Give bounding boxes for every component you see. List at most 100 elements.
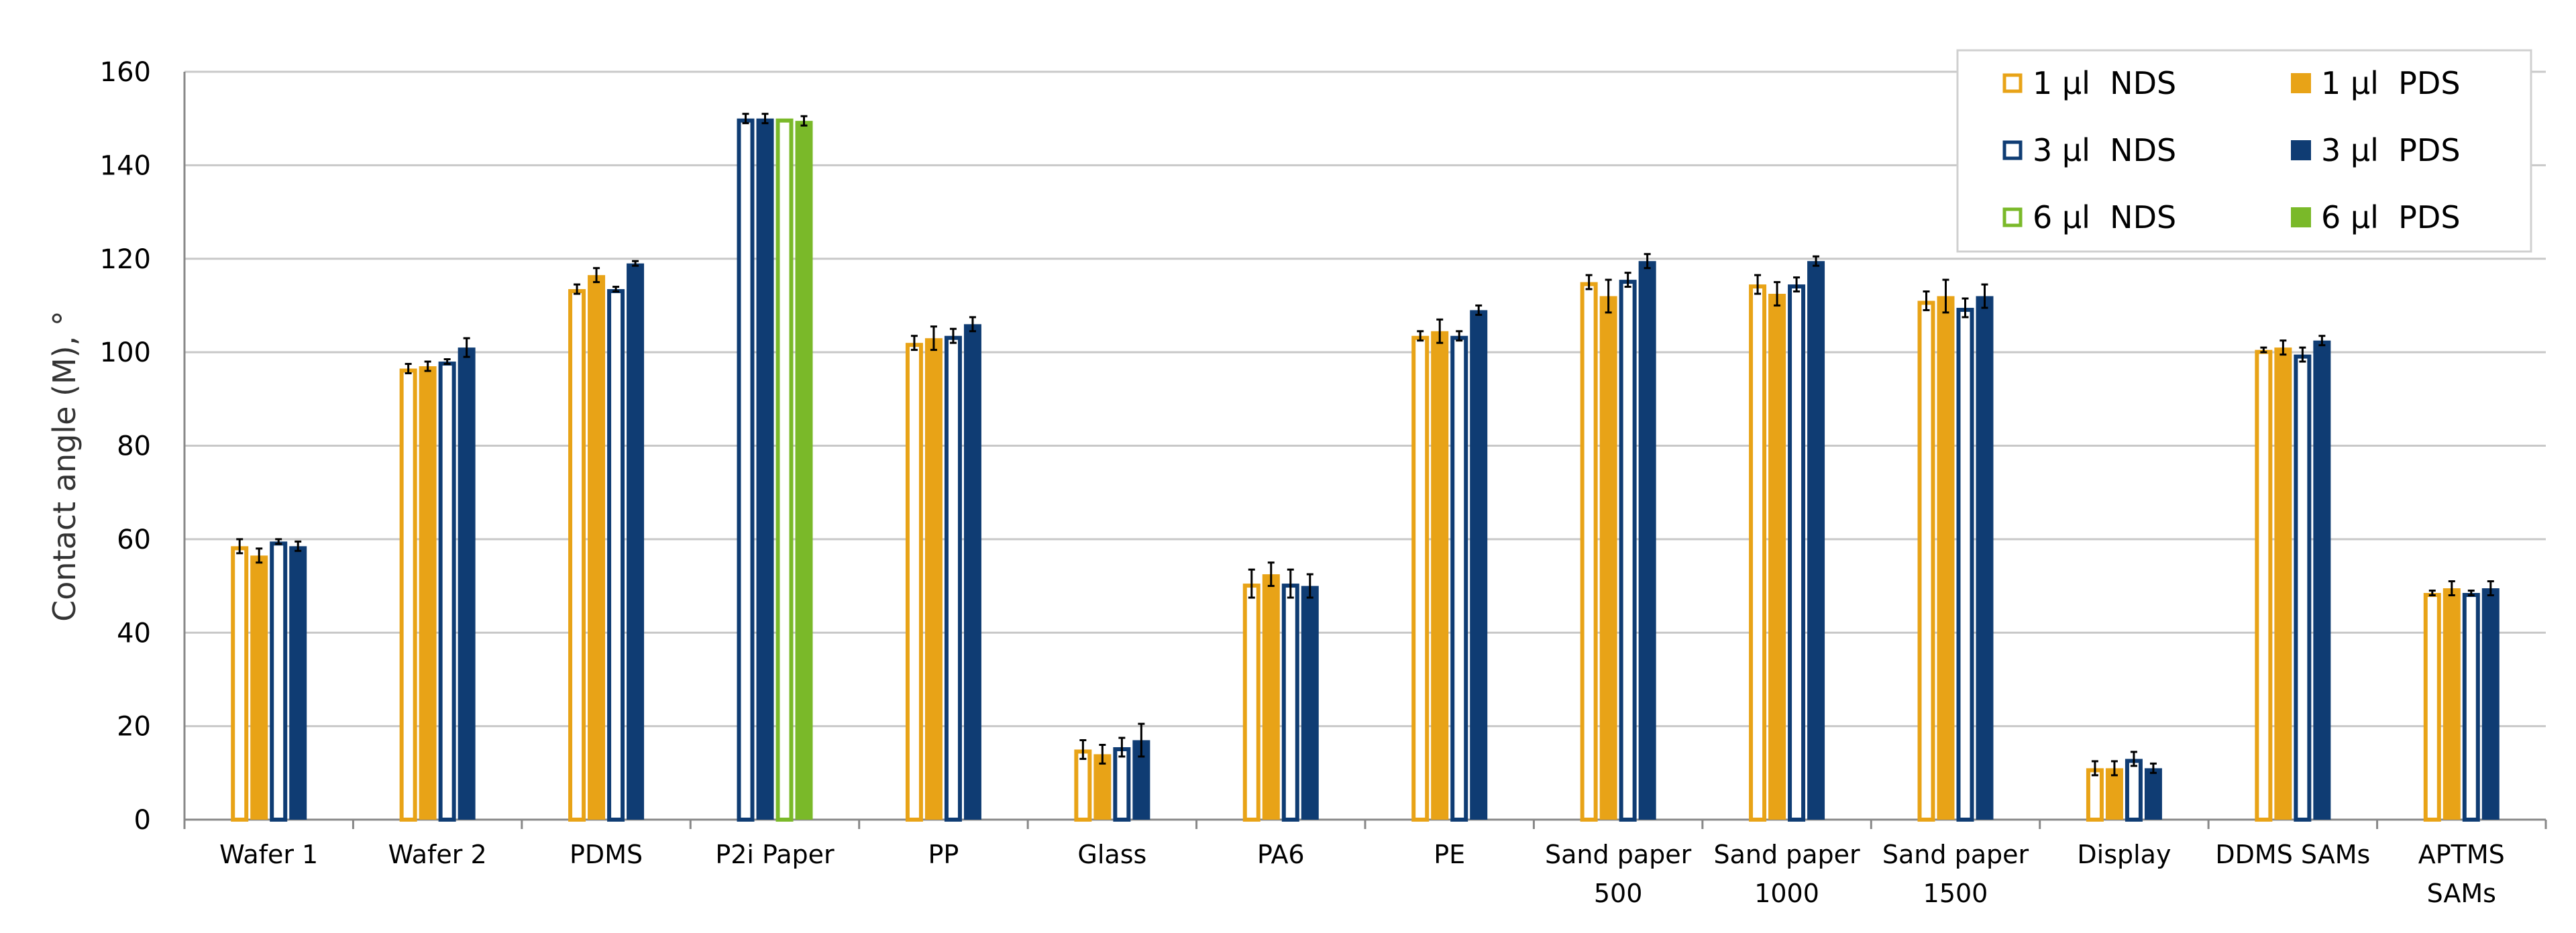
bar	[1431, 331, 1449, 820]
bar	[756, 118, 774, 820]
bar	[924, 338, 943, 820]
legend-swatch	[2002, 73, 2023, 93]
legend-label: 3 µl PDS	[2321, 132, 2461, 168]
bar	[568, 289, 586, 822]
legend-label: 1 µl NDS	[2033, 65, 2176, 101]
y-tick-label: 140	[100, 150, 151, 181]
x-tick-label: Wafer 2	[388, 840, 487, 869]
bar	[2274, 347, 2292, 820]
y-tick-label: 120	[100, 244, 151, 275]
y-tick-label: 0	[134, 805, 151, 836]
bar	[2481, 588, 2500, 820]
bar	[1956, 307, 1974, 822]
bar	[250, 555, 268, 820]
x-tick-label: PP	[928, 840, 959, 869]
bar	[2443, 588, 2461, 820]
x-tick-label: Sand paper	[1545, 840, 1692, 869]
y-tick-label: 160	[100, 57, 151, 88]
bar	[1450, 335, 1468, 822]
legend: 1 µl NDS 1 µl PDS 3 µl NDS 3 µl PDS 6 µl NDS…	[1956, 49, 2532, 253]
bar	[607, 289, 625, 822]
x-tick-labels: Wafer 1 Wafer 2 PDMS P2i Paper PP Glass PA6 PE S…	[219, 840, 2505, 908]
legend-swatch	[2291, 140, 2311, 160]
bar	[1580, 282, 1598, 822]
x-tick-label: Glass	[1077, 840, 1146, 869]
legend-label: 1 µl PDS	[2321, 65, 2461, 101]
x-tick-label: Sand paper	[1882, 840, 2029, 869]
x-tick-label: PE	[1434, 840, 1465, 869]
bar	[775, 118, 794, 822]
bar	[2086, 768, 2104, 822]
bar	[2423, 593, 2441, 822]
legend-box	[1956, 49, 2532, 253]
bar	[1788, 284, 1806, 822]
legend-label: 6 µl PDS	[2321, 199, 2461, 235]
bar	[419, 366, 437, 820]
bar	[2125, 759, 2143, 822]
legend-swatch	[2291, 73, 2311, 93]
y-tick-label: 60	[117, 525, 151, 555]
bar	[905, 343, 923, 822]
bar	[2294, 354, 2312, 822]
x-tick-label: PDMS	[570, 840, 643, 869]
bar	[1599, 296, 1617, 820]
y-tick-label: 20	[117, 712, 151, 743]
bar	[795, 121, 813, 820]
bar	[963, 324, 981, 820]
bar	[2105, 768, 2123, 820]
x-tick-label: 1000	[1754, 879, 1819, 908]
x-tick-label: Display	[2077, 840, 2171, 869]
bar	[1807, 261, 1825, 820]
x-tick-label: Wafer 1	[219, 840, 318, 869]
x-tick-label: SAMs	[2427, 879, 2496, 908]
y-tick-labels: 0 20 40 60 80 100 120 140 160	[100, 57, 151, 836]
y-tick-label: 100	[100, 337, 151, 368]
bar	[1242, 584, 1260, 822]
bar	[944, 335, 962, 822]
bar	[1619, 280, 1637, 822]
bar	[1262, 574, 1280, 820]
bar	[289, 546, 307, 820]
bar	[1917, 300, 1935, 822]
bar	[399, 368, 417, 822]
legend-swatch	[2002, 140, 2023, 160]
y-tick-label: 80	[117, 431, 151, 462]
x-tick-label: P2i Paper	[715, 840, 835, 869]
bar	[1301, 586, 1319, 820]
x-tick-label: 1500	[1923, 879, 1988, 908]
x-tick-label: APTMS	[2418, 840, 2505, 869]
bar	[2255, 349, 2273, 822]
y-axis-label: Contact angle (M), °	[46, 311, 83, 622]
legend-swatch	[2002, 207, 2023, 227]
bar	[1768, 294, 1786, 820]
legend-swatch	[2291, 207, 2311, 227]
bar	[1074, 749, 1092, 822]
bar	[1113, 747, 1131, 822]
bar	[588, 275, 606, 820]
legend-label: 3 µl NDS	[2033, 132, 2176, 168]
x-tick-label: PA6	[1257, 840, 1305, 869]
bar	[1093, 754, 1112, 820]
bar	[737, 118, 755, 822]
bar	[458, 347, 476, 820]
bar	[1281, 584, 1299, 822]
bar	[1937, 296, 1955, 820]
bar	[627, 263, 645, 820]
bar	[1638, 261, 1656, 820]
bar	[1976, 296, 1994, 820]
bar	[1411, 335, 1430, 822]
bar	[2144, 768, 2162, 820]
legend-label: 6 µl NDS	[2033, 199, 2176, 235]
bar	[1749, 284, 1767, 822]
bar	[438, 362, 456, 822]
bar	[1470, 310, 1488, 820]
x-tick-label: DDMS SAMs	[2215, 840, 2370, 869]
bar	[2462, 593, 2480, 822]
bar	[2313, 340, 2331, 820]
x-tick-label: 500	[1594, 879, 1643, 908]
error-bars	[236, 113, 2494, 777]
y-tick-label: 40	[117, 618, 151, 649]
bar	[270, 541, 288, 822]
